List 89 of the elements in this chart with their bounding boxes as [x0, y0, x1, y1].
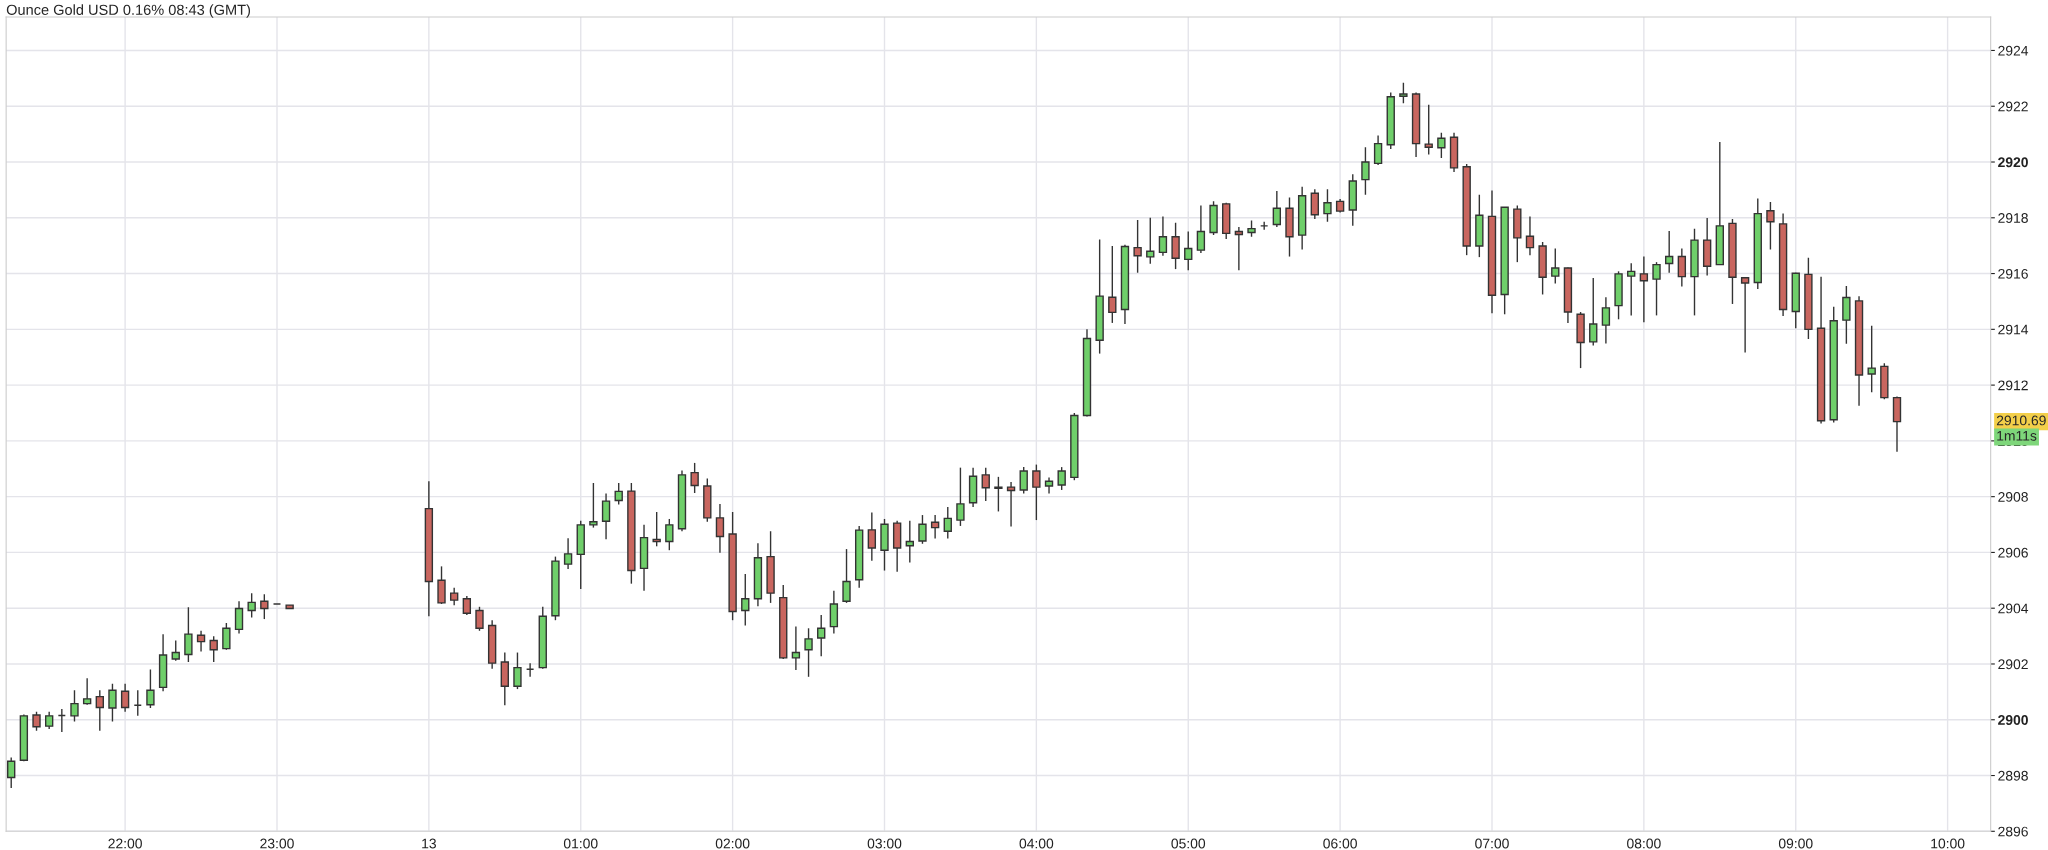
candlestick [690, 462, 699, 494]
candlestick [994, 476, 1003, 513]
candlestick [741, 573, 750, 627]
candlestick [1234, 226, 1244, 271]
candlestick [943, 506, 952, 540]
candlestick [804, 627, 813, 678]
candlestick [867, 511, 877, 562]
candlestick [1627, 262, 1636, 317]
candlestick [1399, 82, 1408, 104]
candlestick [1589, 277, 1598, 347]
y-tick-label: 2918 [1998, 213, 2028, 223]
candlestick [1525, 215, 1535, 256]
candlestick [601, 492, 611, 541]
y-tick-label: 2904 [1998, 603, 2029, 614]
candlestick [1867, 325, 1876, 394]
y-tick-label: 2920 [1998, 157, 2028, 168]
y-tick-label: 2912 [1998, 380, 2028, 391]
candlestick [437, 565, 446, 605]
x-tick-label: 23:00 [260, 838, 294, 849]
candlestick [1310, 188, 1319, 220]
candlestick [1133, 219, 1142, 274]
candlestick [1184, 230, 1193, 271]
candlestick [791, 625, 801, 671]
candlestick [462, 595, 472, 616]
candlestick [1740, 276, 1750, 354]
candlestick [513, 651, 522, 690]
candlestick [652, 511, 661, 547]
y-tick-label: 2922 [1998, 101, 2028, 112]
x-tick-label: 09:00 [1778, 838, 1813, 849]
candlestick [1677, 247, 1687, 288]
y-tick-label: 2906 [1998, 547, 2028, 558]
candlestick [1551, 247, 1560, 285]
candlestick [1424, 104, 1433, 156]
candlestick [563, 537, 573, 570]
candlestick [1019, 466, 1028, 495]
candlestick [829, 589, 839, 635]
x-tick-label: 08:00 [1627, 838, 1661, 849]
candlestick [589, 482, 598, 529]
x-tick-label: 07:00 [1475, 838, 1509, 849]
candlestick [1664, 230, 1674, 274]
candlestick [981, 466, 990, 502]
x-tick-label: 03:00 [867, 838, 902, 849]
x-tick-label: 13 [422, 838, 436, 849]
candlestick [1171, 222, 1180, 270]
y-tick-label: 2916 [1998, 268, 2028, 279]
candlestick [842, 548, 851, 604]
candlestick [665, 518, 674, 551]
x-tick-label: 02:00 [715, 838, 750, 849]
y-tick-label: 2908 [1998, 491, 2028, 502]
candlestick [1108, 245, 1117, 324]
candlestick [956, 466, 965, 527]
candlestick [1639, 255, 1649, 324]
candlestick [1323, 188, 1332, 223]
x-tick-label: 22:00 [108, 838, 142, 849]
candlestick [1437, 132, 1446, 159]
y-tick-label: 2900 [1998, 715, 2028, 725]
candlestick [1196, 204, 1206, 254]
candlestick [1361, 146, 1370, 196]
y-tick-label: 2896 [1998, 826, 2028, 837]
candlestick [817, 614, 826, 657]
candlestick [1044, 476, 1054, 495]
y-tick-label: 2902 [1998, 659, 2028, 670]
candlestick [1892, 395, 1902, 453]
candlestick [1057, 466, 1066, 491]
candlestick [1006, 481, 1016, 528]
x-tick-label: 05:00 [1171, 838, 1206, 849]
candlestick [1146, 217, 1155, 265]
candlestick [1766, 201, 1775, 251]
x-tick-label: 10:00 [1931, 838, 1965, 849]
x-tick-label: 01:00 [563, 838, 598, 849]
text: 1m11s [1997, 431, 2037, 441]
candlestick [1652, 261, 1661, 317]
candlestick [715, 503, 725, 554]
candlestick [1032, 463, 1041, 521]
x-tick-label: 06:00 [1323, 838, 1357, 849]
candlestick [475, 606, 484, 632]
candlestick [1158, 215, 1168, 257]
x-tick-label: 04:00 [1019, 838, 1054, 849]
candlestick [614, 482, 623, 506]
y-tick-label: 2898 [1998, 770, 2028, 781]
y-tick-label: 2914 [1998, 324, 2029, 335]
candlestick [1842, 285, 1851, 345]
candlestick [918, 514, 927, 545]
candlestick [1272, 190, 1282, 228]
chart-title: Ounce Gold USD 0.16% 08:43 (GMT) [6, 4, 251, 18]
y-tick-label: 2924 [1998, 45, 2029, 56]
candlestick [1373, 134, 1383, 166]
text: 2910.69 [1996, 415, 2046, 426]
candlestick [1601, 296, 1611, 345]
